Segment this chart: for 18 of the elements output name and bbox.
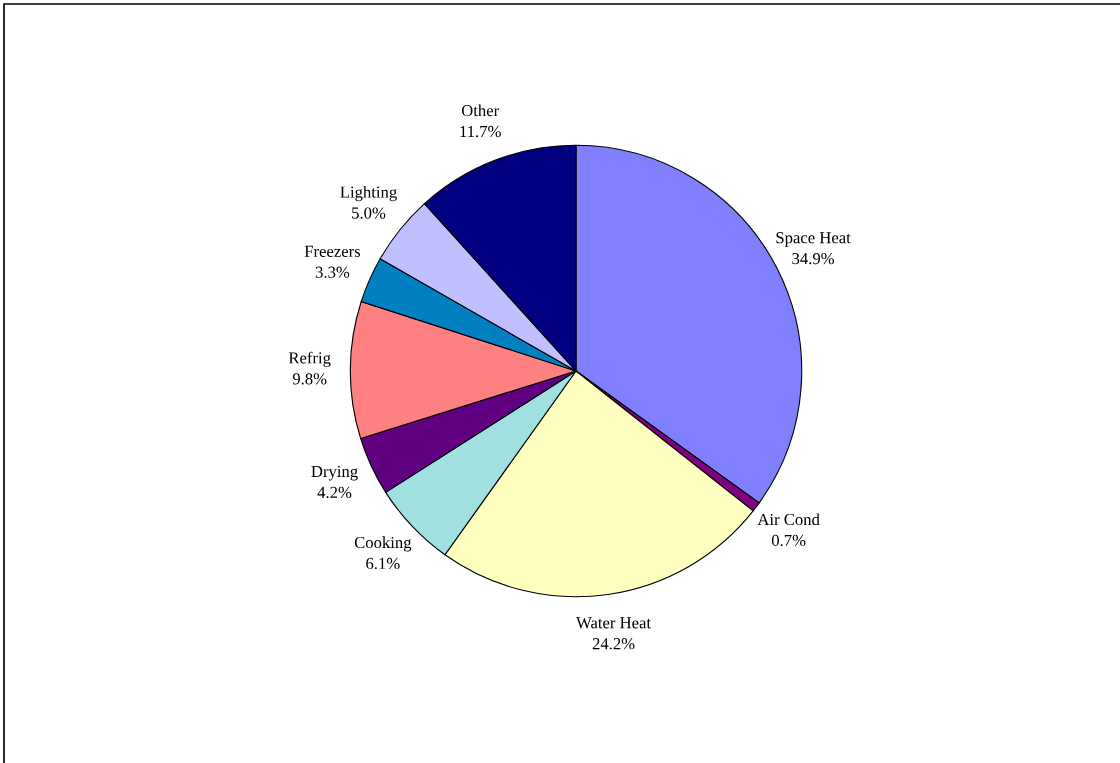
data-label: 3.3% xyxy=(315,266,350,278)
slice-label: Refrig xyxy=(288,351,331,367)
slice-label: Space Heat xyxy=(776,232,851,247)
slice-label: Air Cond xyxy=(757,513,820,526)
data-label: 4.2% xyxy=(317,486,352,499)
slice-label: Lighting xyxy=(340,185,397,202)
data-label: 34.9% xyxy=(792,252,835,265)
slice-label: Water Heat xyxy=(576,617,651,629)
slice-label: Freezers xyxy=(304,245,361,257)
slice-label: Other xyxy=(461,104,500,117)
data-label: 9.8% xyxy=(292,373,327,385)
slice-label: Cooking xyxy=(354,536,412,552)
data-label: 6.1% xyxy=(366,557,400,570)
data-label: 11.7% xyxy=(460,125,501,138)
data-label: 24.2% xyxy=(592,638,635,650)
slice-label: Drying xyxy=(311,465,358,481)
data-label: 0.7% xyxy=(771,534,806,547)
data-label: 5.0% xyxy=(352,207,386,219)
